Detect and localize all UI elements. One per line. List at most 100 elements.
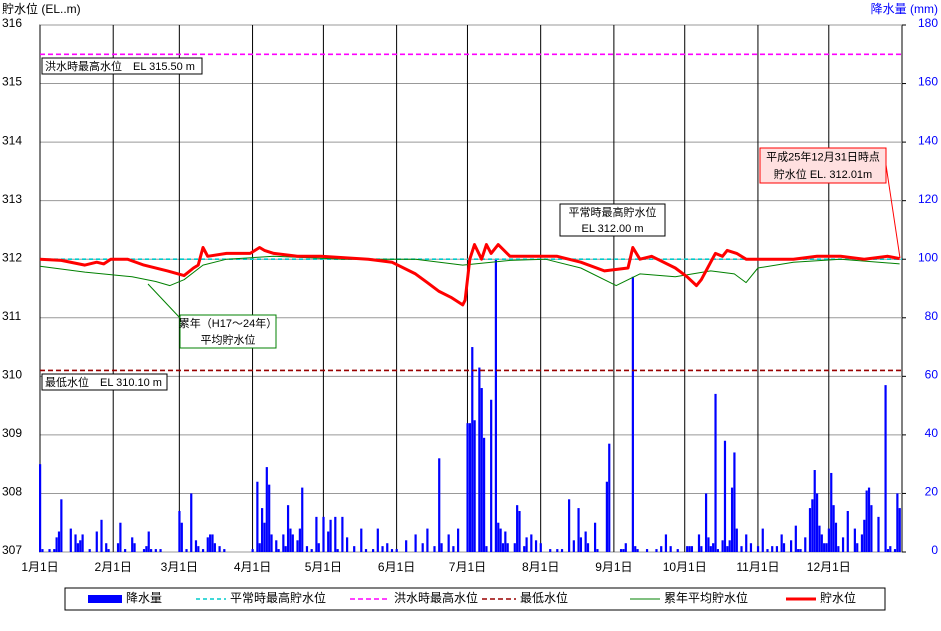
bar (107, 549, 110, 552)
bar (867, 487, 871, 552)
bar (560, 549, 564, 552)
bar (709, 546, 712, 552)
y-tick-label: 308 (2, 485, 22, 499)
bar (523, 546, 526, 552)
bar (813, 470, 816, 552)
bar (790, 540, 793, 552)
bar (886, 549, 890, 552)
bar (223, 549, 226, 552)
bar (258, 543, 261, 552)
bar (178, 511, 181, 552)
bar (723, 440, 727, 552)
bar (721, 540, 724, 552)
bar (390, 549, 394, 552)
bar (48, 549, 51, 552)
bar (622, 549, 625, 552)
annotation-text: 貯水位 EL. 312.01m (774, 167, 872, 181)
bar (568, 499, 571, 552)
bar (185, 549, 188, 552)
bar (256, 481, 259, 552)
legend-swatch (88, 595, 122, 603)
bar (260, 508, 264, 552)
bar (688, 546, 691, 552)
bar (782, 543, 786, 552)
bar (516, 505, 519, 552)
bar (596, 549, 599, 552)
bar (704, 493, 708, 552)
bar (549, 549, 552, 552)
bar (119, 522, 122, 552)
bar (284, 546, 287, 552)
bar (53, 549, 56, 552)
bar (341, 516, 344, 552)
bar (298, 528, 301, 552)
bar (808, 508, 812, 552)
bar (142, 549, 146, 552)
y2-tick-label: 0 (931, 543, 938, 557)
annotation-text: 平常時最高貯水位 (569, 205, 657, 219)
bar (88, 549, 91, 552)
bar (426, 528, 429, 552)
bar (797, 549, 800, 552)
legend-label: 洪水時最高水位 (394, 590, 478, 605)
annotation-box (559, 203, 666, 237)
bar (631, 276, 634, 552)
bar (799, 549, 802, 552)
bar (572, 540, 575, 552)
bar (317, 543, 320, 552)
bar (395, 549, 398, 552)
legend-label: 最低水位 (520, 590, 568, 605)
x-tick-label: 6月1日 (378, 560, 415, 574)
bar (364, 549, 368, 552)
bar (593, 522, 597, 552)
bar (329, 519, 332, 552)
bar (69, 528, 72, 552)
annotations: 平常時最高貯水位 EL 312.00 m 洪水時最高水位 EL 315.50 m 最低… (41, 57, 901, 391)
legend-label: 降水量 (126, 591, 162, 605)
x-tick-label: 2月1日 (95, 560, 132, 574)
bar (154, 549, 157, 552)
bar (268, 484, 271, 552)
y-tick-label: 309 (2, 426, 22, 440)
bar (513, 543, 516, 552)
bar (336, 549, 339, 552)
bar (499, 528, 502, 552)
bar (655, 549, 658, 552)
line (39, 243, 900, 307)
bar (811, 499, 814, 552)
x-tick-label: 4月1日 (234, 560, 271, 574)
bar (55, 537, 58, 552)
bar (534, 540, 538, 552)
bar (334, 516, 337, 552)
legend-label: 貯水位 (820, 590, 856, 605)
bar (301, 487, 304, 552)
bar (586, 543, 590, 552)
bar (270, 534, 273, 552)
bar (804, 537, 807, 552)
bar (700, 546, 703, 552)
bar (490, 399, 493, 552)
bar (473, 420, 476, 552)
bar (761, 528, 764, 552)
bar (263, 522, 266, 552)
bar (147, 531, 150, 552)
bar (251, 549, 254, 552)
bar (579, 537, 583, 552)
bar (823, 543, 826, 552)
bar (775, 546, 779, 552)
bar (76, 543, 79, 552)
bar (898, 508, 901, 552)
bar (794, 525, 797, 552)
bar (95, 531, 98, 552)
callout-arrow (885, 164, 901, 259)
bar (619, 549, 623, 552)
bar (145, 546, 148, 552)
x-tick-label: 3月1日 (161, 560, 198, 574)
bar (485, 546, 488, 552)
bar (815, 493, 819, 552)
x-tick-label: 11月1日 (736, 560, 779, 574)
bar (749, 543, 753, 552)
y2-tick-label: 80 (925, 309, 939, 323)
y-tick-label: 311 (2, 309, 21, 323)
x-tick-label: 5月1日 (305, 560, 342, 574)
